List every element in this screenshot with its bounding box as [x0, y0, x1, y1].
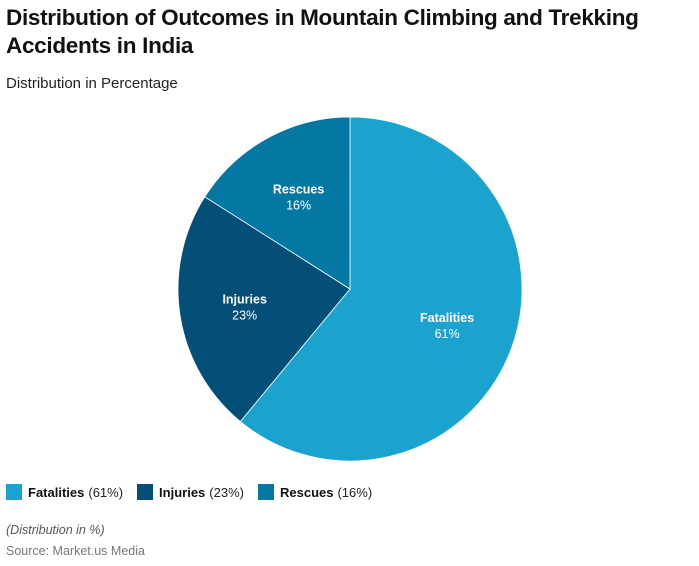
slice-label-fatalities: Fatalities 61% [420, 311, 474, 341]
legend-label: Fatalities [28, 484, 85, 500]
legend-swatch-injuries [137, 484, 154, 500]
legend-value: (16%) [337, 484, 373, 500]
source-credit: Source: Market.us Media [6, 544, 145, 558]
legend-value: (61%) [88, 484, 124, 500]
legend-item-rescues: Rescues (16%) [257, 484, 373, 500]
legend-swatch-rescues [257, 484, 274, 500]
chart-title: Distribution of Outcomes in Mountain Cli… [6, 5, 639, 58]
slice-label-injuries: Injuries 23% [222, 293, 267, 323]
pie-chart: Fatalities 61% Injuries 23% Rescues 16% [177, 116, 523, 462]
legend-item-injuries: Injuries (23%) [137, 484, 244, 500]
pie-slice-injuries [177, 196, 351, 423]
legend-label: Injuries [159, 484, 206, 500]
slice-label-rescues: Rescues 16% [273, 183, 324, 213]
legend: Fatalities (61%) Injuries (23%) Rescues … [6, 484, 386, 500]
legend-item-fatalities: Fatalities (61%) [6, 484, 123, 500]
chart-subtitle: Distribution in Percentage [6, 75, 178, 92]
footnote: (Distribution in %) [6, 523, 105, 537]
legend-value: (23%) [209, 484, 244, 500]
legend-label: Rescues [279, 484, 334, 500]
pie-slice-fatalities [239, 116, 523, 462]
legend-swatch-fatalities [6, 484, 22, 500]
pie-slice-rescues [204, 116, 351, 290]
